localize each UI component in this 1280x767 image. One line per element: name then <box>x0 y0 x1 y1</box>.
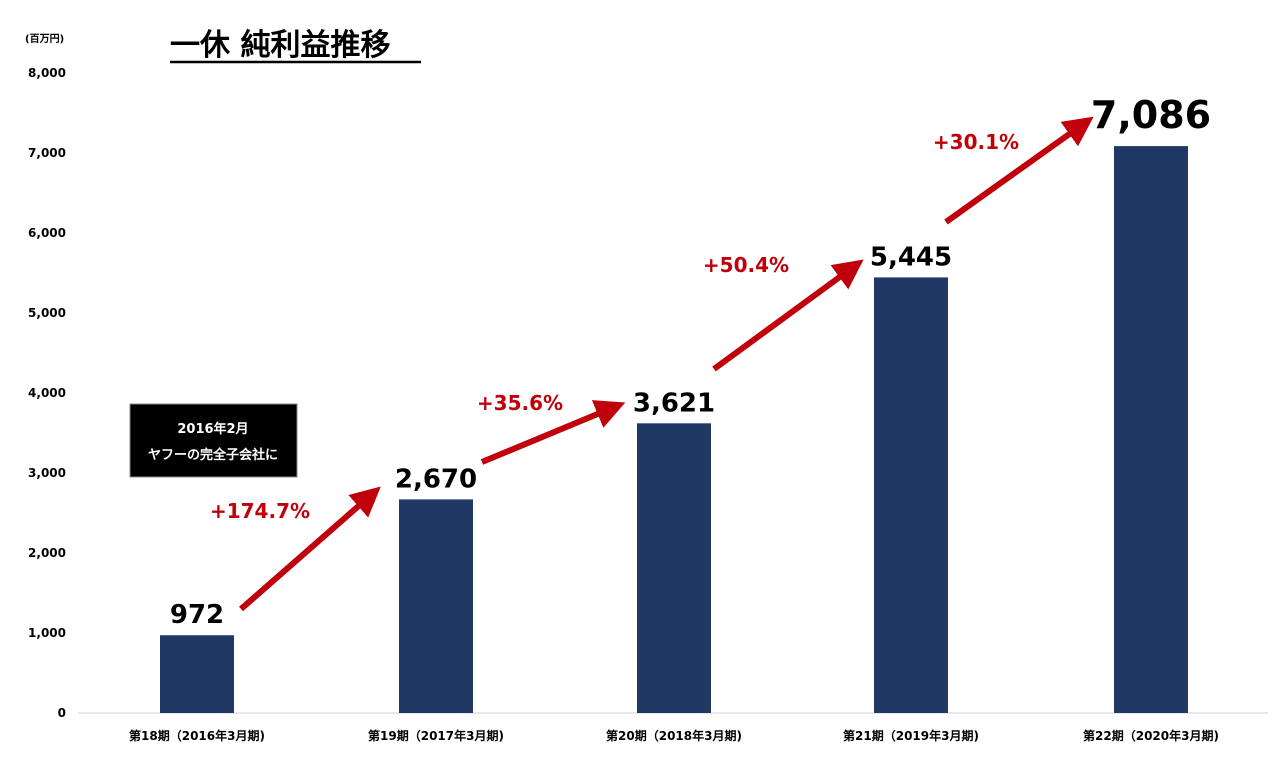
growth-label: +50.4% <box>703 253 789 277</box>
x-tick-label: 第21期（2019年3月期) <box>843 728 979 743</box>
bar <box>637 423 711 713</box>
growth-arrow <box>239 486 381 612</box>
y-tick-label: 3,000 <box>28 466 66 480</box>
growth-arrow <box>480 400 626 465</box>
x-tick-label: 第20期（2018年3月期) <box>606 728 742 743</box>
y-tick-label: 7,000 <box>28 146 66 160</box>
x-axis-labels: 第18期（2016年3月期) 第19期（2017年3月期) 第20期（2018年3月… <box>129 728 1219 743</box>
acquisition-note-line1: 2016年2月 <box>177 421 248 437</box>
x-tick-label: 第19期（2017年3月期) <box>368 728 504 743</box>
value-label: 7,086 <box>1091 93 1211 137</box>
value-label: 2,670 <box>395 464 477 494</box>
value-label: 972 <box>170 600 224 630</box>
growth-arrow <box>712 259 864 372</box>
acquisition-note: 2016年2月 ヤフーの完全子会社に <box>129 403 298 478</box>
y-tick-label: 1,000 <box>28 626 66 640</box>
value-label: 3,621 <box>633 388 715 418</box>
y-tick-label: 8,000 <box>28 66 66 80</box>
x-tick-label: 第18期（2016年3月期) <box>129 728 265 743</box>
growth-arrows: +174.7% +35.6% +50.4% +30.1% <box>210 116 1094 612</box>
y-tick-label: 5,000 <box>28 306 66 320</box>
value-labels: 972 2,670 3,621 5,445 7,086 <box>170 93 1211 630</box>
acquisition-note-box <box>129 403 298 478</box>
chart-title: 一休 純利益推移 <box>170 28 390 63</box>
y-axis: 0 1,000 2,000 3,000 4,000 5,000 6,000 7,000 8,00… <box>28 66 66 720</box>
unit-label: (百万円) <box>25 33 64 45</box>
y-tick-label: 0 <box>58 706 66 720</box>
acquisition-note-line2: ヤフーの完全子会社に <box>148 447 278 463</box>
y-tick-label: 2,000 <box>28 546 66 560</box>
growth-arrow <box>944 116 1094 225</box>
bars <box>160 146 1188 713</box>
growth-label: +35.6% <box>477 391 563 415</box>
bar <box>399 499 473 713</box>
y-tick-label: 6,000 <box>28 226 66 240</box>
y-tick-label: 4,000 <box>28 386 66 400</box>
x-tick-label: 第22期（2020年3月期) <box>1083 728 1219 743</box>
bar <box>160 635 234 713</box>
growth-label: +30.1% <box>933 130 1019 154</box>
bar <box>874 277 948 713</box>
growth-label: +174.7% <box>210 499 310 523</box>
value-label: 5,445 <box>870 242 952 272</box>
bar <box>1114 146 1188 713</box>
